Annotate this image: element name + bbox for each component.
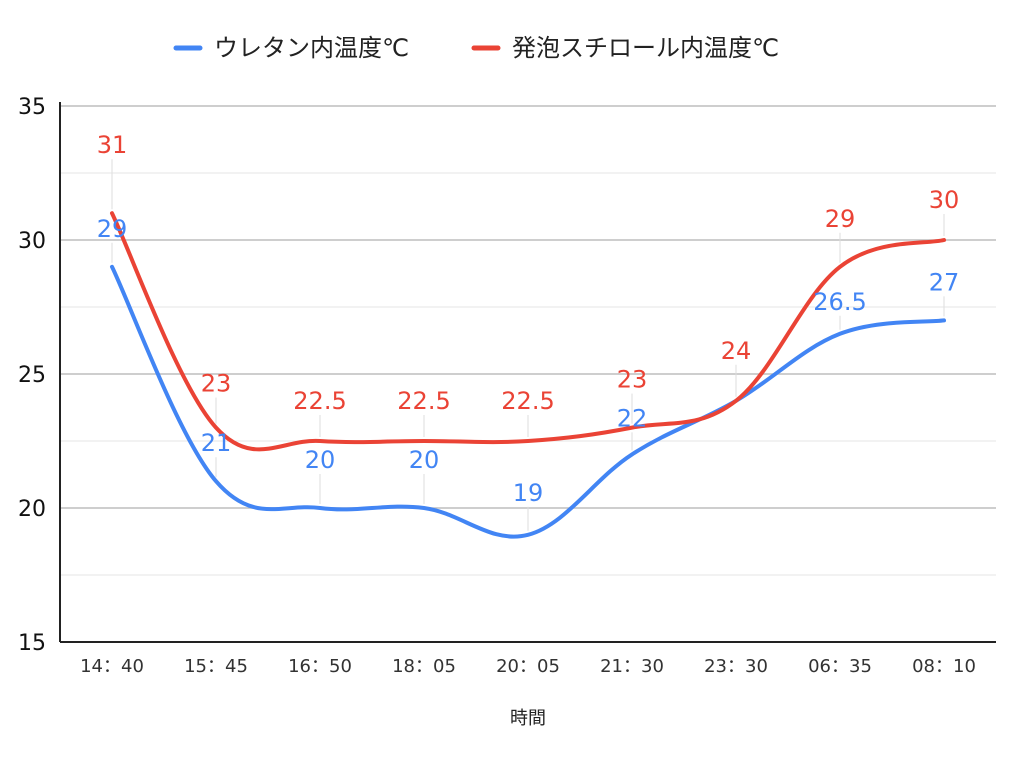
data-label: 22.5 bbox=[501, 387, 554, 415]
data-label: 30 bbox=[929, 186, 960, 214]
data-label: 22 bbox=[617, 404, 648, 432]
data-label: 29 bbox=[825, 205, 856, 233]
x-tick-label: 16：50 bbox=[288, 656, 352, 677]
data-label: 24 bbox=[721, 337, 752, 365]
series-line-1 bbox=[110, 264, 946, 539]
y-tick-label: 35 bbox=[18, 95, 46, 120]
y-tick-label: 30 bbox=[18, 229, 46, 254]
label-leaders bbox=[111, 159, 945, 531]
y-axis-ticks: 15 20 25 30 35 bbox=[18, 95, 46, 656]
data-label: 19 bbox=[513, 479, 544, 507]
x-tick-label: 08：10 bbox=[912, 656, 976, 677]
x-axis-title: 時間 bbox=[510, 708, 546, 729]
x-axis-ticks: 14：40 15：45 16：50 18：05 20：05 21：30 23：30 06：35… bbox=[80, 656, 976, 677]
x-tick-label: 21：30 bbox=[600, 656, 664, 677]
x-tick-label: 15：45 bbox=[184, 656, 248, 677]
x-tick-label: 14：40 bbox=[80, 656, 144, 677]
legend: ウレタン内温度℃ 発泡スチロール内温度℃ bbox=[173, 34, 779, 62]
data-labels: 29 21 20 20 19 22 26.5 27 31 23 22.5 22.5 22.5 23 24 29… bbox=[97, 131, 960, 507]
data-label: 20 bbox=[305, 446, 336, 474]
data-label: 31 bbox=[97, 131, 128, 159]
axes bbox=[59, 102, 996, 643]
y-tick-label: 20 bbox=[18, 497, 46, 522]
data-label: 29 bbox=[97, 215, 128, 243]
x-tick-label: 20：05 bbox=[496, 656, 560, 677]
x-tick-label: 06：35 bbox=[808, 656, 872, 677]
series-line-2 bbox=[110, 211, 946, 452]
x-tick-label: 23：30 bbox=[704, 656, 768, 677]
y-tick-label: 25 bbox=[18, 363, 46, 388]
data-label: 26.5 bbox=[813, 288, 866, 316]
data-label: 22.5 bbox=[293, 387, 346, 415]
legend-label-1: ウレタン内温度℃ bbox=[214, 34, 409, 62]
data-label: 21 bbox=[201, 429, 232, 457]
data-label: 20 bbox=[409, 446, 440, 474]
legend-label-2: 発泡スチロール内温度℃ bbox=[512, 34, 779, 62]
series-lines bbox=[110, 211, 946, 539]
x-tick-label: 18：05 bbox=[392, 656, 456, 677]
data-label: 22.5 bbox=[397, 387, 450, 415]
y-tick-label: 15 bbox=[18, 631, 46, 656]
data-label: 27 bbox=[929, 268, 960, 296]
data-label: 23 bbox=[617, 366, 648, 394]
data-label: 23 bbox=[201, 370, 232, 398]
